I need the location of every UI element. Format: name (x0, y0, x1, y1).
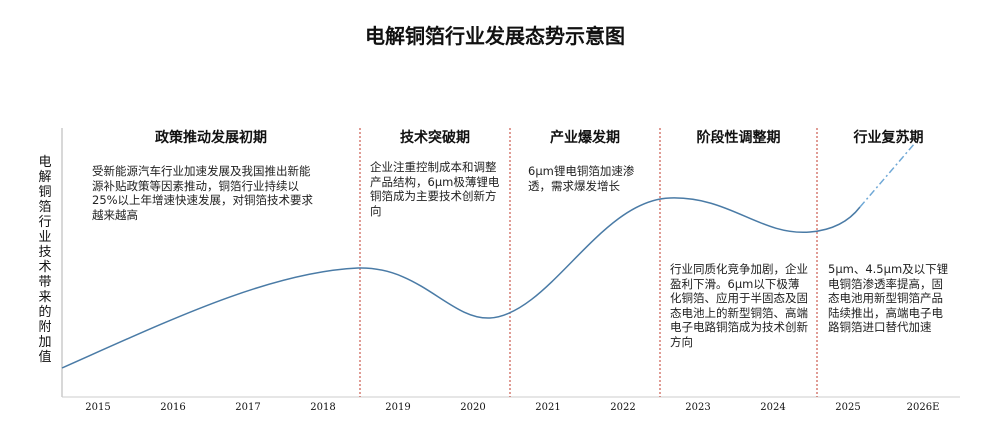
phase-title: 产业爆发期 (550, 130, 620, 146)
trend-curve (61, 197, 861, 369)
y-axis-label: 电解铜箔行业技术带来的附加值 (38, 155, 52, 365)
year-label: 2024 (760, 402, 786, 413)
phase-description: 6μm锂电铜箔加速渗透，需求爆发增长 (528, 164, 635, 193)
phase-description: 行业同质化竞争加剧，企业盈利下滑。6μm以下极薄化铜箔、应用于半固态及固态电池上… (670, 262, 808, 349)
phase-description: 5μm、4.5μm及以下锂电铜箔渗透率提高，固态电池用新型铜箔产品陆续推出，高端… (828, 262, 949, 334)
year-label: 2017 (235, 402, 261, 413)
phase-description: 受新能源汽车行业加速发展及我国推出新能源补贴政策等因素推动，铜箔行业持续以25%… (92, 164, 314, 222)
phase-title: 阶段性调整期 (696, 130, 781, 146)
phase-title: 技术突破期 (400, 130, 470, 146)
phase-title: 行业复苏期 (853, 130, 924, 146)
year-label: 2015 (85, 402, 111, 413)
diagram-title: 电解铜箔行业发展态势示意图 (365, 24, 625, 48)
year-label: 2020 (460, 402, 486, 413)
year-label: 2023 (685, 402, 711, 413)
year-label: 2022 (610, 402, 636, 413)
year-label: 2019 (385, 402, 411, 413)
phase-description: 企业注重控制成本和调整产品结构，6μm极薄锂电铜箔成为主要技术创新方向 (370, 160, 500, 218)
year-label: 2021 (535, 402, 561, 413)
year-label: 2018 (310, 402, 336, 413)
year-label: 2026E (906, 402, 940, 413)
year-label: 2025 (835, 402, 861, 413)
phase-title: 政策推动发展初期 (155, 130, 267, 146)
year-label: 2016 (160, 402, 186, 413)
forecast-curve (859, 142, 916, 208)
